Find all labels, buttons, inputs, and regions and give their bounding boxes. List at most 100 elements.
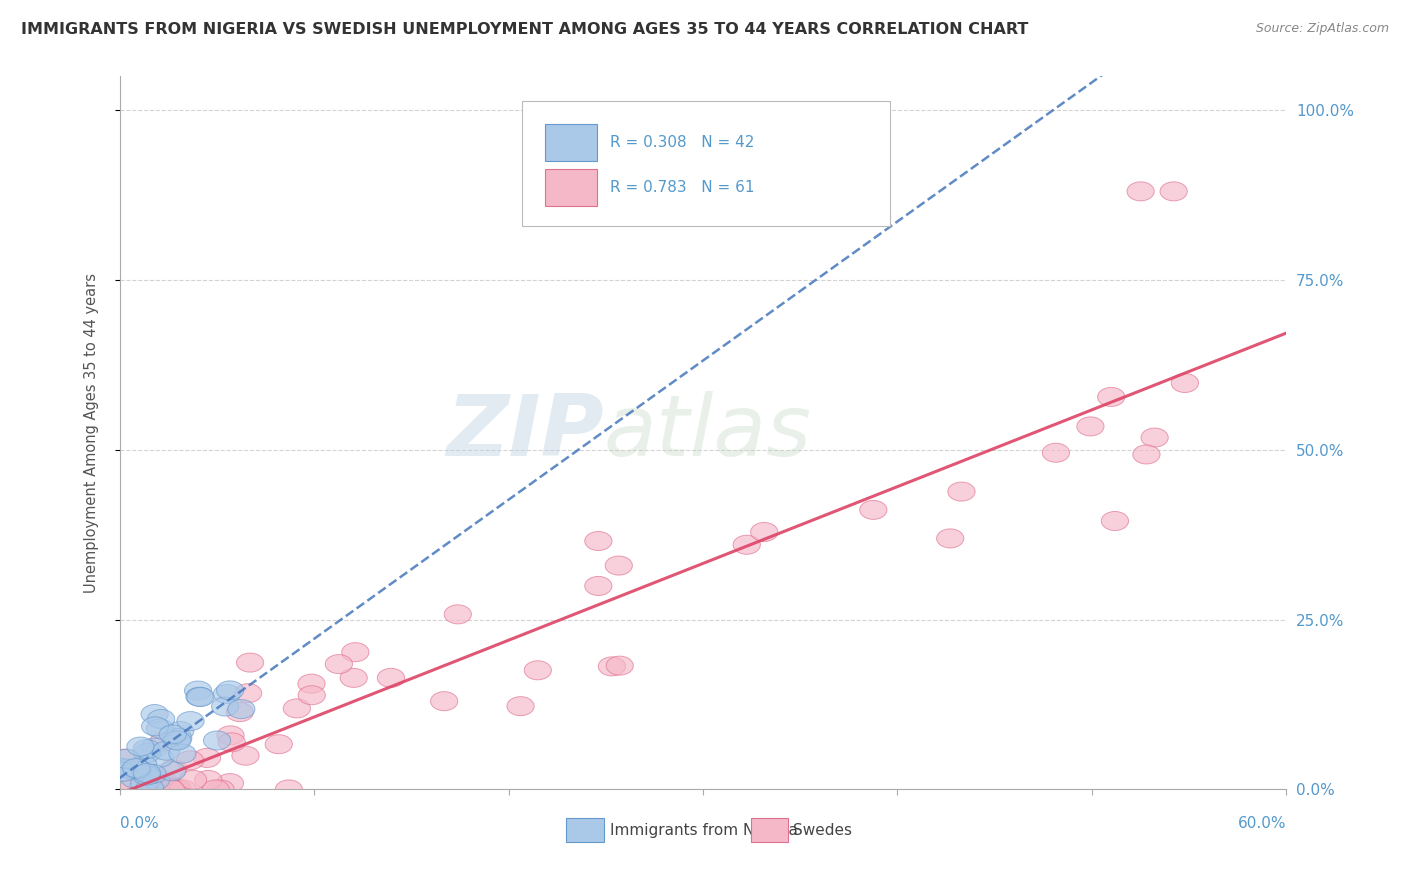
Ellipse shape <box>128 780 155 799</box>
Ellipse shape <box>524 661 551 680</box>
Ellipse shape <box>169 744 195 764</box>
Ellipse shape <box>165 731 191 750</box>
Ellipse shape <box>148 709 174 729</box>
Ellipse shape <box>139 764 166 783</box>
Ellipse shape <box>115 780 142 799</box>
Ellipse shape <box>232 746 259 765</box>
Ellipse shape <box>124 760 150 779</box>
Ellipse shape <box>228 699 254 719</box>
Text: Immigrants from Nigeria: Immigrants from Nigeria <box>610 822 797 838</box>
Ellipse shape <box>377 668 405 688</box>
Ellipse shape <box>1101 511 1129 531</box>
Ellipse shape <box>1098 387 1125 407</box>
Ellipse shape <box>165 729 191 747</box>
Ellipse shape <box>211 697 239 716</box>
Ellipse shape <box>186 687 214 706</box>
Ellipse shape <box>1042 443 1070 462</box>
Text: IMMIGRANTS FROM NIGERIA VS SWEDISH UNEMPLOYMENT AMONG AGES 35 TO 44 YEARS CORREL: IMMIGRANTS FROM NIGERIA VS SWEDISH UNEMP… <box>21 22 1028 37</box>
Ellipse shape <box>342 642 368 662</box>
Ellipse shape <box>184 681 212 700</box>
Ellipse shape <box>141 770 169 789</box>
Ellipse shape <box>444 605 471 624</box>
Ellipse shape <box>298 674 325 693</box>
Ellipse shape <box>153 741 180 760</box>
Ellipse shape <box>936 529 965 548</box>
Ellipse shape <box>226 703 253 722</box>
Ellipse shape <box>325 655 353 673</box>
Text: atlas: atlas <box>603 391 811 475</box>
Ellipse shape <box>194 748 221 767</box>
FancyBboxPatch shape <box>522 101 890 226</box>
Ellipse shape <box>948 482 976 501</box>
Ellipse shape <box>585 532 612 550</box>
Ellipse shape <box>1142 428 1168 447</box>
Ellipse shape <box>194 771 222 789</box>
Ellipse shape <box>169 780 197 799</box>
Ellipse shape <box>176 751 204 770</box>
Ellipse shape <box>141 739 169 757</box>
Ellipse shape <box>114 759 142 778</box>
Ellipse shape <box>159 780 186 799</box>
Ellipse shape <box>733 535 761 554</box>
Ellipse shape <box>235 683 262 703</box>
Ellipse shape <box>159 762 186 780</box>
Ellipse shape <box>207 780 235 799</box>
Ellipse shape <box>136 779 163 797</box>
Ellipse shape <box>157 780 184 799</box>
Ellipse shape <box>149 771 176 789</box>
Ellipse shape <box>142 717 169 736</box>
Ellipse shape <box>112 749 139 768</box>
Ellipse shape <box>430 691 458 711</box>
Ellipse shape <box>217 681 243 700</box>
Text: ZIP: ZIP <box>446 391 603 475</box>
Text: 60.0%: 60.0% <box>1239 816 1286 831</box>
Text: R = 0.308   N = 42: R = 0.308 N = 42 <box>610 135 754 150</box>
Ellipse shape <box>138 780 165 799</box>
Ellipse shape <box>236 653 264 672</box>
FancyBboxPatch shape <box>751 818 789 842</box>
Ellipse shape <box>1133 445 1160 464</box>
Ellipse shape <box>160 760 187 779</box>
Ellipse shape <box>120 761 148 780</box>
Ellipse shape <box>266 735 292 754</box>
Ellipse shape <box>508 697 534 715</box>
Text: 0.0%: 0.0% <box>120 816 159 831</box>
Ellipse shape <box>1160 182 1187 201</box>
Ellipse shape <box>859 500 887 519</box>
Ellipse shape <box>214 684 240 704</box>
Ellipse shape <box>605 556 633 575</box>
Ellipse shape <box>112 749 139 768</box>
Text: Source: ZipAtlas.com: Source: ZipAtlas.com <box>1256 22 1389 36</box>
Ellipse shape <box>127 737 155 756</box>
Ellipse shape <box>585 576 612 596</box>
Ellipse shape <box>149 732 177 752</box>
Ellipse shape <box>118 780 145 799</box>
Ellipse shape <box>124 760 150 779</box>
Ellipse shape <box>606 657 633 675</box>
Ellipse shape <box>159 725 187 744</box>
Ellipse shape <box>134 743 160 763</box>
Ellipse shape <box>218 733 245 752</box>
Ellipse shape <box>599 657 626 676</box>
Ellipse shape <box>180 771 207 789</box>
Ellipse shape <box>217 726 245 745</box>
Ellipse shape <box>1128 182 1154 201</box>
Ellipse shape <box>1171 374 1198 392</box>
FancyBboxPatch shape <box>567 818 603 842</box>
Ellipse shape <box>134 739 160 758</box>
Ellipse shape <box>108 758 135 778</box>
Ellipse shape <box>122 758 149 778</box>
Ellipse shape <box>141 705 169 723</box>
Ellipse shape <box>283 699 311 718</box>
FancyBboxPatch shape <box>546 169 596 206</box>
Ellipse shape <box>204 731 231 750</box>
Ellipse shape <box>340 668 367 688</box>
Text: R = 0.783   N = 61: R = 0.783 N = 61 <box>610 179 754 194</box>
FancyBboxPatch shape <box>546 124 596 161</box>
Ellipse shape <box>110 763 136 781</box>
Ellipse shape <box>177 712 204 731</box>
Y-axis label: Unemployment Among Ages 35 to 44 years: Unemployment Among Ages 35 to 44 years <box>84 273 98 592</box>
Ellipse shape <box>146 719 173 738</box>
Ellipse shape <box>276 780 302 799</box>
Ellipse shape <box>163 780 191 799</box>
